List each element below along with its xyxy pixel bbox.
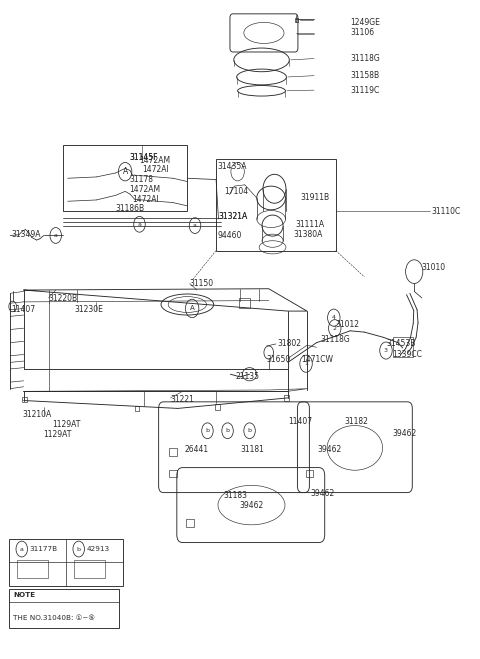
Text: A: A	[122, 167, 128, 176]
Text: b: b	[205, 428, 209, 433]
Text: a: a	[193, 223, 197, 228]
Text: 1339CC: 1339CC	[392, 350, 422, 359]
Text: 1129AT: 1129AT	[52, 420, 80, 429]
Text: 31118G: 31118G	[321, 335, 350, 344]
Text: a: a	[138, 222, 142, 227]
Bar	[22, 397, 26, 402]
Text: 42913: 42913	[86, 546, 109, 552]
Text: 31321A: 31321A	[218, 212, 248, 221]
Text: 1472AI: 1472AI	[143, 165, 169, 174]
Text: 31453B: 31453B	[386, 339, 415, 349]
Text: 31186B: 31186B	[116, 204, 144, 213]
Text: 31230E: 31230E	[75, 305, 104, 314]
Text: 31650: 31650	[267, 355, 291, 364]
Bar	[284, 395, 289, 401]
Text: 31012: 31012	[336, 320, 360, 329]
Text: 31182: 31182	[344, 417, 368, 426]
Text: 31911B: 31911B	[300, 194, 329, 202]
Text: 26441: 26441	[184, 445, 209, 453]
Bar	[393, 337, 413, 357]
Text: a: a	[20, 546, 24, 552]
Text: 31183: 31183	[224, 491, 248, 500]
Bar	[74, 559, 105, 578]
Text: 94460: 94460	[218, 231, 242, 240]
Text: 31106: 31106	[350, 28, 374, 38]
Text: 31221: 31221	[170, 395, 194, 405]
Text: 31210A: 31210A	[23, 411, 52, 420]
Text: 39462: 39462	[392, 429, 417, 438]
Text: 31321A: 31321A	[218, 212, 248, 221]
Text: 31158B: 31158B	[350, 71, 379, 80]
Text: 1129AT: 1129AT	[43, 430, 71, 439]
Text: 11407: 11407	[11, 305, 36, 314]
Text: THE NO.31040B: ①~⑤: THE NO.31040B: ①~⑤	[13, 615, 95, 621]
Text: 31145F: 31145F	[129, 153, 157, 161]
Text: 31118G: 31118G	[350, 54, 380, 63]
Text: a: a	[54, 233, 58, 238]
Text: 39462: 39462	[318, 445, 342, 453]
Text: 21135: 21135	[235, 372, 259, 382]
Bar	[239, 298, 250, 308]
Text: 31178: 31178	[129, 175, 153, 184]
Text: b: b	[226, 428, 229, 433]
Text: 31435A: 31435A	[217, 162, 247, 171]
Text: b: b	[77, 546, 81, 552]
Text: 31220B: 31220B	[48, 294, 78, 303]
Bar	[135, 406, 140, 411]
Bar	[186, 519, 194, 527]
Bar	[295, 18, 299, 22]
Bar	[17, 559, 48, 578]
Text: b: b	[248, 428, 252, 433]
Text: 11407: 11407	[288, 417, 312, 426]
Text: 1249GE: 1249GE	[350, 18, 380, 27]
Text: 1472AM: 1472AM	[129, 185, 160, 194]
Text: 1472AM: 1472AM	[140, 156, 170, 165]
Bar	[9, 538, 123, 586]
Bar	[306, 471, 313, 477]
Bar	[169, 448, 177, 456]
Text: 2: 2	[333, 326, 337, 331]
Text: 31111A: 31111A	[296, 220, 324, 229]
Text: 3: 3	[384, 348, 388, 353]
Text: 4: 4	[332, 315, 336, 320]
Bar	[216, 159, 336, 250]
Text: 31181: 31181	[240, 445, 264, 453]
Bar	[169, 470, 177, 478]
Text: 31380A: 31380A	[294, 229, 323, 239]
Text: 1472AI: 1472AI	[132, 195, 158, 204]
Text: NOTE: NOTE	[13, 592, 35, 598]
Bar	[63, 146, 187, 211]
Text: A: A	[190, 306, 194, 312]
Bar	[215, 405, 220, 410]
Text: 31802: 31802	[277, 339, 301, 349]
Text: 1: 1	[304, 361, 308, 366]
Text: 17104: 17104	[224, 187, 248, 196]
Text: 31119C: 31119C	[350, 86, 379, 95]
Text: 31145F: 31145F	[129, 153, 157, 161]
Text: 1471CW: 1471CW	[301, 355, 333, 364]
Text: 39462: 39462	[311, 490, 335, 498]
Text: 39462: 39462	[239, 501, 264, 510]
Text: 31150: 31150	[190, 279, 214, 288]
Text: 31110C: 31110C	[432, 207, 461, 215]
Text: 31349A: 31349A	[11, 229, 41, 239]
Text: 31010: 31010	[422, 262, 446, 272]
Text: 31177B: 31177B	[29, 546, 58, 552]
Bar	[9, 588, 120, 628]
